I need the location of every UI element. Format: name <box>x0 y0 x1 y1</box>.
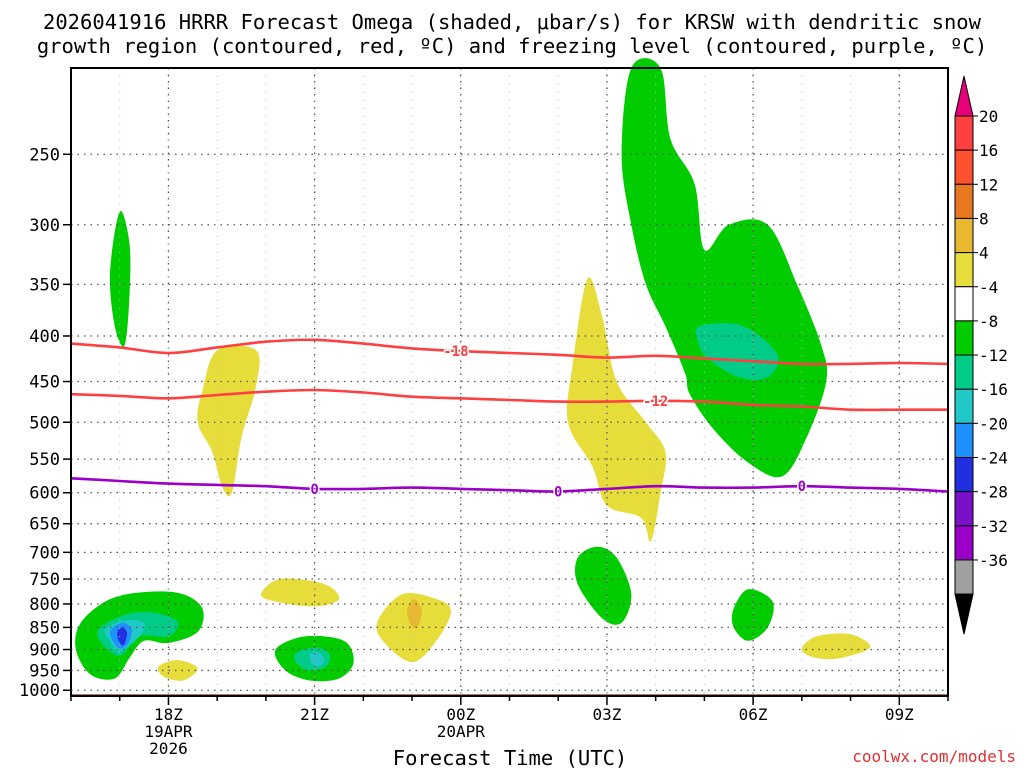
chart-title-line-1: 2026041916 HRRR Forecast Omega (shaded, … <box>43 10 982 34</box>
x-tick-label: 2026 <box>149 739 188 758</box>
omega-region-yellow-low-small <box>157 660 198 681</box>
y-tick-label: 850 <box>29 618 60 638</box>
colorbar-label: 4 <box>979 244 989 263</box>
isotherm-minus-18-label: -18 <box>443 344 468 360</box>
y-tick-label: 400 <box>29 327 60 347</box>
isotherm-minus-18-line <box>70 338 949 366</box>
colorbar-bin <box>954 217 974 254</box>
y-tick-label: 450 <box>29 373 60 393</box>
colorbar-label: 12 <box>979 175 998 194</box>
y-tick-label: 500 <box>29 413 60 433</box>
colorbar-label: 8 <box>979 209 989 228</box>
y-axis: 250 300 350 400 450 500 550 600 650 700 750 800 850 9… <box>19 145 71 701</box>
colorbar-bin <box>954 115 974 151</box>
x-tick-label: 20APR <box>437 722 486 741</box>
colorbar-bin <box>954 354 974 390</box>
colorbar-label: -4 <box>979 278 998 297</box>
colorbar-bottom-arrow <box>954 593 974 635</box>
y-tick-label: 950 <box>29 661 60 681</box>
chart-title-line-2: growth region (contoured, red, ºC) and f… <box>37 34 987 58</box>
y-tick-label: 700 <box>29 543 60 563</box>
x-tick-label: 03Z <box>592 705 621 724</box>
y-tick-label: 1000 <box>19 681 60 701</box>
omega-region-yellow-low-2 <box>376 593 451 663</box>
omega-region-cyan-low-mid <box>309 652 325 667</box>
colorbar-label: 16 <box>979 141 998 160</box>
colorbar-bin <box>954 559 974 595</box>
omega-region-yellow-center <box>566 277 667 542</box>
omega-region-orange-low-2 <box>406 599 422 628</box>
colorbar-top-arrow <box>954 75 974 117</box>
omega-region-darkblue-low-left <box>117 627 128 646</box>
colorbar-label: -28 <box>979 483 1008 502</box>
omega-region-yellow-low-right <box>801 633 871 660</box>
contour-lines: -18 -12 0 0 0 <box>70 338 949 502</box>
x-axis-label: Forecast Time (UTC) <box>393 746 628 768</box>
colorbar-bin <box>954 422 974 459</box>
omega-region-yellow-left <box>197 345 260 497</box>
colorbar-label: -24 <box>979 449 1008 468</box>
y-tick-label: 300 <box>29 216 60 236</box>
y-tick-label: 250 <box>29 145 60 165</box>
freezing-level-line <box>70 477 949 493</box>
gridlines <box>71 68 949 696</box>
watermark: coolwx.com/models <box>852 747 1016 766</box>
colorbar-bin <box>954 457 974 493</box>
freezing-level-label: 0 <box>554 484 562 500</box>
freezing-level-label: 0 <box>798 479 806 495</box>
omega-region-teal-upper-right <box>695 323 779 380</box>
omega-region-yellow-low-1 <box>260 578 340 607</box>
colorbar-bin <box>954 388 974 424</box>
colorbar: 20 16 12 8 4 -4 -8 -12 -16 -20 -24 -28 -32 -36 <box>954 75 1008 635</box>
y-tick-label: 900 <box>29 641 60 661</box>
y-tick-label: 550 <box>29 450 60 470</box>
colorbar-bin <box>954 525 974 561</box>
colorbar-label: 20 <box>979 107 998 126</box>
omega-region-green-thin-left <box>109 211 131 347</box>
y-tick-label: 350 <box>29 275 60 295</box>
colorbar-label: -8 <box>979 312 998 331</box>
omega-shaded-regions <box>75 58 871 682</box>
y-tick-label: 800 <box>29 595 60 615</box>
freezing-level-label: 0 <box>310 482 318 498</box>
colorbar-label: -12 <box>979 346 1008 365</box>
colorbar-bin <box>954 183 974 219</box>
omega-region-green-low-center <box>574 546 632 625</box>
colorbar-bin <box>954 491 974 527</box>
x-tick-label: 21Z <box>300 705 329 724</box>
x-tick-label: 00Z <box>446 705 475 724</box>
x-tick-label: 09Z <box>885 705 914 724</box>
colorbar-label: -20 <box>979 414 1008 433</box>
colorbar-label: -32 <box>979 517 1008 536</box>
x-tick-label: 06Z <box>739 705 768 724</box>
y-tick-label: 600 <box>29 484 60 504</box>
omega-region-green-upper-right <box>621 58 828 478</box>
colorbar-label: -36 <box>979 551 1008 570</box>
x-tick-label: 19APR <box>144 722 193 741</box>
x-tick-label: 18Z <box>154 705 183 724</box>
colorbar-label: -16 <box>979 380 1008 399</box>
isotherm-minus-12-label: -12 <box>643 394 668 410</box>
y-tick-label: 750 <box>29 570 60 590</box>
title-block: 2026041916 HRRR Forecast Omega (shaded, … <box>37 10 987 58</box>
colorbar-bin <box>954 320 974 356</box>
colorbar-bin <box>954 149 974 185</box>
y-tick-label: 650 <box>29 515 60 535</box>
colorbar-bin <box>954 252 974 288</box>
isotherm-minus-12-line <box>70 388 948 412</box>
plot-area: -18 -12 0 0 0 <box>70 58 949 697</box>
colorbar-bin <box>954 286 974 322</box>
